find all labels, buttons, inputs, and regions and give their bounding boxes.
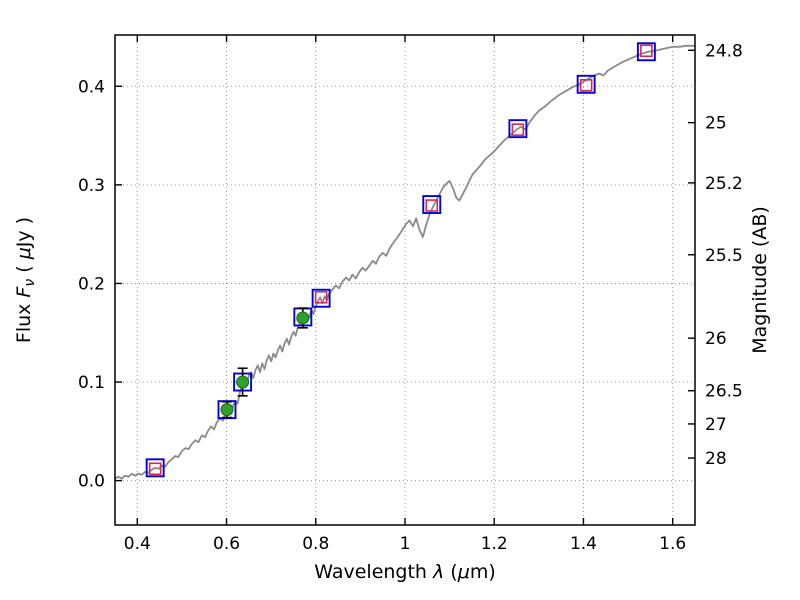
flux-tick-label: 0.4 <box>78 77 105 97</box>
x-tick-label: 1.4 <box>570 534 597 554</box>
observed-photometry-marker <box>579 78 593 92</box>
model-photometry-marker <box>311 288 331 308</box>
x-tick-label: 1.2 <box>481 534 508 554</box>
model-photometry-marker <box>145 458 165 478</box>
x-tick-label: 1.6 <box>659 534 686 554</box>
detected-photometry-marker <box>296 311 310 325</box>
magnitude-tick-label: 25.2 <box>705 174 743 194</box>
x-axis-label: Wavelength λ (μm) <box>314 561 495 583</box>
magnitude-tick-label: 27 <box>705 415 727 435</box>
model-photometry-marker <box>508 119 528 139</box>
grid-layer <box>115 35 695 525</box>
magnitude-tick-label: 25 <box>705 114 727 134</box>
x-tick-label: 0.6 <box>213 534 240 554</box>
model-photometry-marker <box>636 42 656 62</box>
model-photometry-marker <box>576 74 596 94</box>
spectrum-line <box>114 44 695 480</box>
magnitude-tick-label: 25.5 <box>705 246 743 266</box>
magnitude-tick-label: 26.5 <box>705 382 743 402</box>
detected-photometry-marker <box>220 403 234 417</box>
flux-tick-label: 0.3 <box>78 176 105 196</box>
axis-label-layer: Wavelength λ (μm) Flux Fν ( μJy ) Magnitud… <box>13 206 771 583</box>
magnitude-tick-label: 24.8 <box>705 41 743 61</box>
observed-photometry-marker <box>148 462 162 476</box>
observed-photometry-marker <box>511 123 525 136</box>
x-tick-label: 0.4 <box>124 534 151 554</box>
observed-photometry-marker <box>640 44 653 58</box>
magnitude-tick-label: 26 <box>705 329 727 349</box>
observed-photometry-marker <box>314 290 328 304</box>
y-axis-label-left: Flux Fν ( μJy ) <box>13 217 38 343</box>
x-tick-label: 0.8 <box>302 534 329 554</box>
x-tick-label: 1 <box>400 534 411 554</box>
observed-photometry-marker <box>425 199 439 212</box>
series-layer <box>114 42 695 480</box>
flux-tick-label: 0.2 <box>78 274 105 294</box>
magnitude-tick-label: 28 <box>705 449 727 469</box>
model-photometry-marker <box>422 195 442 215</box>
detected-photometry-marker <box>236 375 250 389</box>
flux-tick-label: 0.1 <box>78 373 105 393</box>
flux-tick-label: 0.0 <box>78 472 105 492</box>
y-axis-label-right: Magnitude (AB) <box>749 206 771 354</box>
tick-layer: 0.4 0.6 0.8 1 1.2 1.4 1.6 0.0 0.1 0.2 0.3 0.4 24.8 25… <box>78 35 743 554</box>
